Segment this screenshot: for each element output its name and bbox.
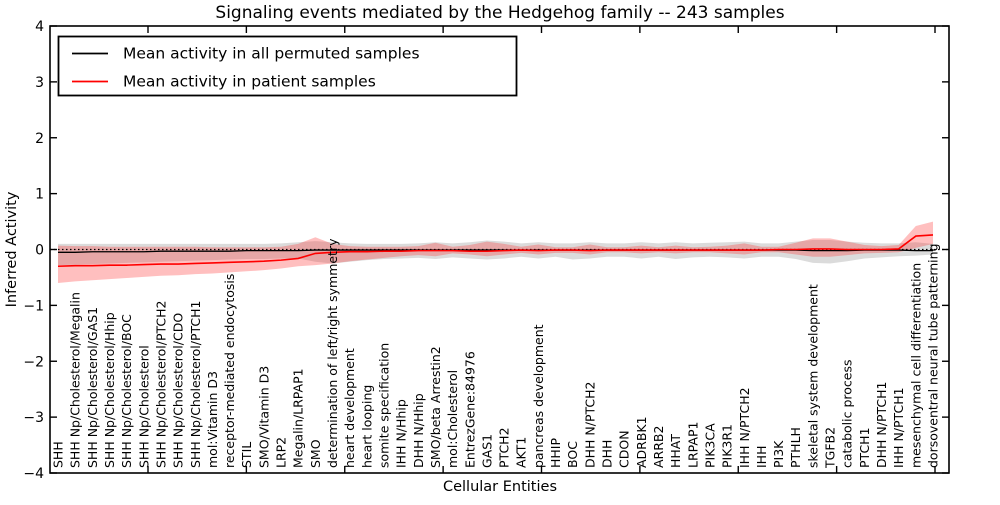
x-tick-label: dorsoventral neural tube patterning (926, 244, 941, 469)
x-tick-label: mesenchymal cell differentiation (908, 263, 923, 468)
y-tick-label: 0 (35, 243, 44, 259)
x-tick-label: mol:Vitamin D3 (205, 371, 220, 468)
x-tick-label: SHH Np/Cholesterol/PTCH1 (188, 301, 203, 469)
x-tick-label: HHIP (548, 438, 563, 468)
x-tick-label: TGFB2 (823, 427, 838, 469)
x-tick-label: HHAT (668, 434, 683, 468)
x-tick-label: somite specification (376, 343, 391, 468)
x-tick-labels: SHH SHH Np/Cholesterol/Megalin SHH Np/Chol… (51, 238, 941, 469)
legend-label-patient: Mean activity in patient samples (123, 73, 376, 91)
series-lines (57, 234, 934, 268)
x-tick-label: SHH Np/Cholesterol/PTCH2 (153, 301, 168, 469)
x-tick-label: GAS1 (479, 434, 494, 468)
x-tick-label: DHH (600, 440, 615, 468)
x-tick-label: SHH Np/Cholesterol/CDO (171, 313, 186, 468)
x-tick-label: catabolic process (840, 359, 855, 468)
legend: Mean activity in all permuted samples Me… (57, 35, 518, 97)
x-tick-label: PTHLH (788, 427, 803, 468)
x-tick-label: PIK3R1 (720, 424, 735, 468)
chart-title: Signaling events mediated by the Hedgeho… (215, 3, 784, 23)
y-tick-label: −4 (23, 466, 44, 482)
x-tick-label: PTCH2 (497, 427, 512, 468)
y-tick-labels: 4 3 2 1 0 −1 −2 −3 −4 (23, 19, 44, 482)
x-tick-label: Megalin/LRPAP1 (291, 368, 306, 468)
x-tick-label: EntrezGene:84976 (462, 351, 477, 468)
x-tick-label: CDON (617, 430, 632, 468)
y-axis-title: Inferred Activity (4, 191, 20, 307)
x-tick-label: SHH Np/Cholesterol (136, 345, 151, 468)
x-tick-label: SMO/beta Arrestin2 (428, 346, 443, 468)
y-tick-label: 1 (35, 187, 44, 203)
x-tick-label: DHH N/PTCH2 (582, 382, 597, 468)
x-tick-label: IHH (754, 446, 769, 469)
x-tick-label: BOC (565, 441, 580, 468)
x-tick-label: SMO (308, 439, 323, 468)
y-tick-label: 3 (35, 75, 44, 91)
x-tick-label: pancreas development (531, 324, 546, 468)
x-tick-label: SMO/Vitamin D3 (256, 366, 271, 468)
x-tick-label: AKT1 (514, 437, 529, 468)
legend-box (57, 35, 518, 97)
x-tick-label: PTCH1 (857, 427, 872, 468)
x-tick-label: receptor-mediated endocytosis (222, 274, 237, 468)
x-tick-label: SHH Np/Cholesterol/BOC (119, 314, 134, 468)
patient-mean-line (57, 234, 934, 268)
x-tick-label: IHH N/PTCH1 (891, 387, 906, 468)
x-tick-label: determination of left/right symmetry (325, 238, 340, 468)
y-tick-label: −2 (23, 354, 44, 370)
axis-ticks (50, 25, 949, 474)
x-tick-label: DHH N/Hhip (411, 393, 426, 468)
x-tick-label: SHH Np/Cholesterol/Megalin (68, 292, 83, 468)
x-tick-label: ARRB2 (651, 426, 666, 468)
x-tick-label: SHH Np/Cholesterol/Hhip (102, 312, 117, 468)
x-tick-label: LRPAP1 (685, 422, 700, 468)
confidence-bands (58, 221, 933, 284)
y-tick-label: −1 (23, 298, 44, 314)
x-tick-label: heart looping (359, 385, 374, 468)
legend-label-permuted: Mean activity in all permuted samples (123, 45, 420, 63)
x-tick-label: DHH N/PTCH1 (874, 382, 889, 468)
x-tick-label: IHH N/Hhip (394, 399, 409, 468)
x-tick-label: skeletal system development (805, 284, 820, 468)
permuted-band (58, 240, 933, 266)
x-tick-label: LRP2 (274, 437, 289, 468)
x-tick-label: IHH N/PTCH2 (737, 387, 752, 468)
x-axis-title: Cellular Entities (443, 479, 557, 495)
y-tick-label: −3 (23, 410, 44, 426)
x-tick-label: SHH (51, 441, 66, 468)
y-tick-label: 2 (35, 131, 44, 147)
x-tick-label: STIL (239, 442, 254, 468)
y-tick-label: 4 (35, 19, 44, 35)
x-tick-label: PI3K (771, 440, 786, 468)
x-tick-label: heart development (342, 348, 357, 468)
patient-band (58, 221, 933, 284)
x-tick-label: mol:Cholesterol (445, 370, 460, 468)
x-tick-label: PIK3CA (702, 423, 717, 468)
x-tick-label: SHH Np/Cholesterol/GAS1 (85, 307, 100, 468)
x-tick-label: ADRBK1 (634, 416, 649, 468)
